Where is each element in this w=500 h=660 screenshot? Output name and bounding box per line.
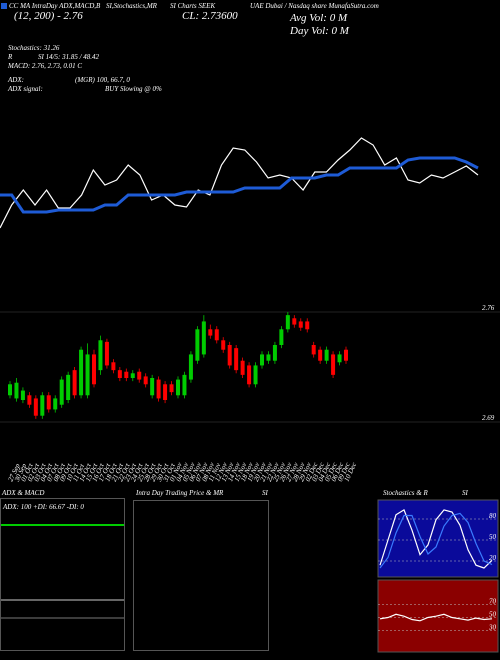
header-text: R <box>7 53 13 61</box>
candle-body <box>124 371 129 378</box>
candle-body <box>214 329 219 341</box>
candle-body <box>182 374 187 396</box>
header-text: MACD: 2.76, 2.73, 0.01 C <box>7 62 82 70</box>
candle-body <box>104 341 109 366</box>
candle-body <box>298 321 303 328</box>
header-text: SI Charts SEEK <box>170 2 215 10</box>
panel-background <box>377 499 499 578</box>
series-line <box>0 137 479 229</box>
candle-body <box>59 379 64 405</box>
candle-body <box>137 371 142 380</box>
series-line <box>379 512 493 569</box>
panel-readout: ADX: 100 +DI: 66.67 -DI: 0 <box>2 503 84 511</box>
panel-title: SI <box>462 489 469 497</box>
header-text: (12, 200) - 2.76 <box>14 10 83 22</box>
candle-body <box>46 395 51 410</box>
y-tick-label: 80 <box>489 512 497 520</box>
candle-body <box>72 370 77 396</box>
candle-body <box>156 379 161 399</box>
candle-body <box>79 349 84 396</box>
candle-body <box>176 379 180 396</box>
candle-body <box>260 354 264 366</box>
candle-body <box>344 349 348 361</box>
header-text: SI,Stochastics,MR <box>106 2 158 10</box>
y-tick-label: 2.76 <box>482 304 495 312</box>
panel-title: Stochastics & R <box>383 489 428 497</box>
candle-body <box>208 329 213 336</box>
candle-body <box>14 382 19 399</box>
panel-frame <box>133 500 269 651</box>
candle-body <box>66 374 71 400</box>
candle-body <box>53 398 58 410</box>
header-text: BUY Slowing @ 0% <box>105 85 162 93</box>
legend-swatch <box>1 3 7 9</box>
panel-frame <box>0 498 125 651</box>
candle-body <box>188 354 193 380</box>
panel-title: ADX & MACD <box>1 489 44 497</box>
candle-body <box>292 318 297 325</box>
y-tick-label: 30 <box>488 624 497 632</box>
candle-body <box>143 376 148 385</box>
header-text: CC MA IntraDay ADX,MACD,B <box>9 2 101 10</box>
candle-body <box>285 315 290 330</box>
panel-title: Intra Day Trading Price & MR <box>135 489 224 497</box>
candle-body <box>253 365 258 385</box>
candle-body <box>98 340 103 371</box>
candle-body <box>169 384 174 393</box>
header-text: Stochastics: 31.26 <box>8 44 60 52</box>
candle-body <box>33 398 38 416</box>
panel-title: SI <box>262 489 269 497</box>
header-text: ADX: <box>7 76 24 84</box>
candle-body <box>201 321 206 355</box>
candle-body <box>150 378 155 396</box>
header-text: Avg Vol: 0 M <box>289 12 348 24</box>
candle-body <box>40 395 45 416</box>
candle-body <box>324 349 329 361</box>
candle-body <box>311 345 316 355</box>
candle-body <box>305 321 310 330</box>
series-line <box>0 156 479 214</box>
header-text: CL: 2.73600 <box>182 10 238 22</box>
header-text: Day Vol: 0 M <box>289 25 350 37</box>
y-tick-label: 50 <box>489 533 497 541</box>
header-text: SI 14/5: 31.85 / 48.42 <box>38 53 100 61</box>
candle-body <box>266 354 271 361</box>
candle-body <box>85 354 90 396</box>
candle-body <box>240 360 245 375</box>
candle-body <box>20 390 25 400</box>
candle-body <box>234 348 239 371</box>
series-line <box>379 509 493 569</box>
series-line <box>379 613 493 622</box>
candle-body <box>227 345 232 366</box>
candle-body <box>163 384 168 400</box>
candle-body <box>111 362 116 371</box>
header-text: UAE Dubai / Nasdaq share MunafaSutra.com <box>250 2 379 10</box>
candle-body <box>92 354 96 385</box>
header-text: ADX signal: <box>7 85 43 93</box>
candle-body <box>195 329 200 361</box>
candle-body <box>117 370 122 378</box>
candle-body <box>331 354 336 375</box>
candle-body <box>130 373 135 378</box>
candle-body <box>221 340 226 350</box>
candle-body <box>247 365 252 385</box>
y-tick-label: 70 <box>489 598 497 606</box>
candle-body <box>27 395 32 405</box>
candle-body <box>279 329 284 345</box>
y-tick-label: 50 <box>489 611 497 619</box>
candle-body <box>272 345 277 361</box>
candle-body <box>8 384 12 396</box>
y-tick-label: 2.69 <box>482 414 495 422</box>
candle-body <box>337 354 342 363</box>
y-tick-label: 20 <box>489 554 497 562</box>
candle-body <box>318 349 323 361</box>
header-text: (MGR) 100, 66.7, 0 <box>75 76 130 84</box>
